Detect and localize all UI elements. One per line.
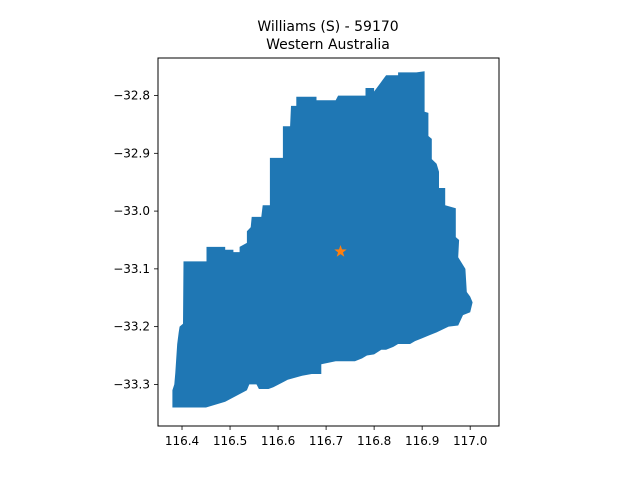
chart-title: Williams (S) - 59170 [257, 19, 398, 35]
x-tick-label: 116.4 [165, 434, 199, 448]
x-tick-label: 116.9 [405, 434, 439, 448]
chart-subtitle: Western Australia [266, 37, 390, 53]
y-tick-label: −32.9 [113, 146, 150, 160]
y-tick-label: −32.8 [113, 89, 150, 103]
y-tick-label: −33.0 [113, 204, 150, 218]
y-tick-label: −33.1 [113, 262, 150, 276]
x-tick-label: 116.6 [261, 434, 295, 448]
star-icon [334, 245, 347, 257]
plot-area [172, 71, 473, 408]
y-tick-label: −33.3 [113, 377, 150, 391]
y-tick-label: −33.2 [113, 320, 150, 334]
x-tick-label: 116.5 [213, 434, 247, 448]
x-tick-label: 116.7 [309, 434, 343, 448]
x-tick-label: 117.0 [453, 434, 487, 448]
x-axis: 116.4 116.5 116.6 116.7 116.8 116.9 117.0 [165, 426, 487, 448]
region-shape [172, 71, 473, 408]
axes-frame [157, 57, 500, 427]
x-tick-label: 116.8 [357, 434, 391, 448]
y-axis: −33.3 −33.2 −33.1 −33.0 −32.9 −32.8 [113, 89, 158, 391]
